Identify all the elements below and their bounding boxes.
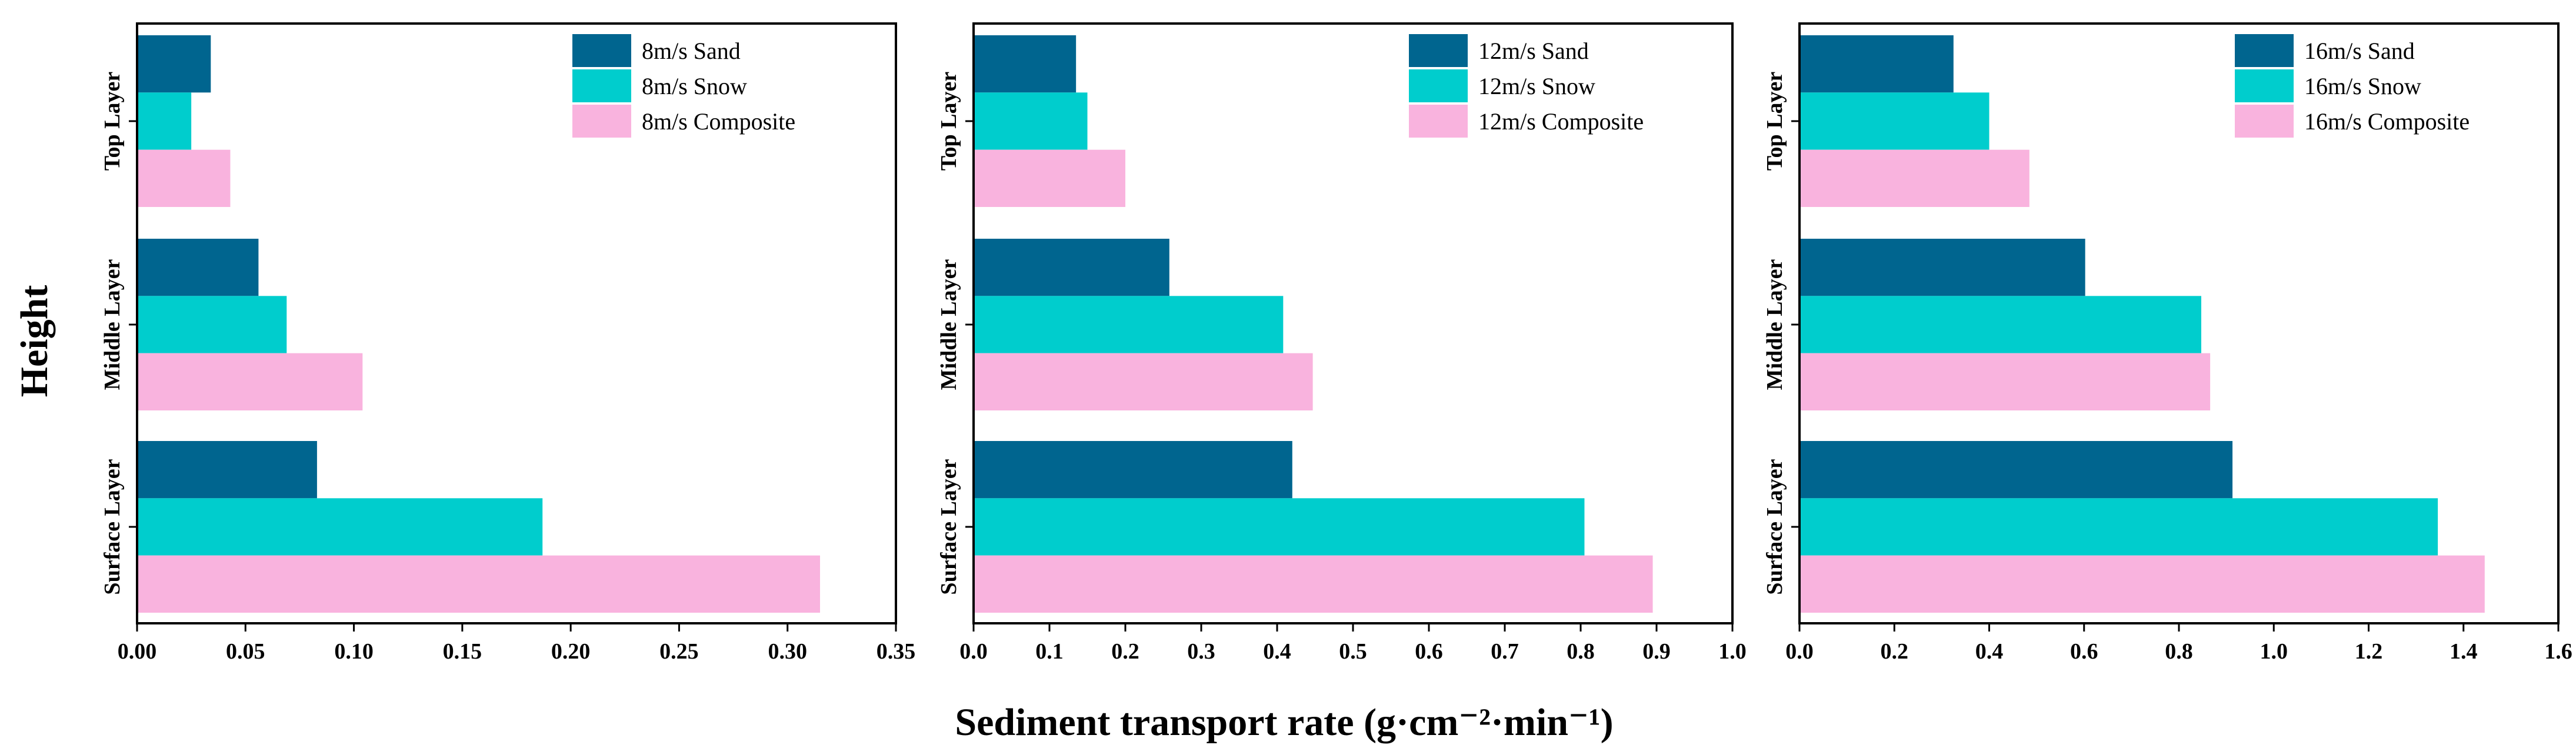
chart-panel-1: 0.00 0.05 0.10 0.15 0.20 0.25 0.30 0.35 Top Laye…	[100, 22, 916, 664]
legend-swatch-snow	[572, 69, 631, 102]
x-tick-label: 0.6	[1415, 639, 1443, 664]
x-tick-label: 0.1	[1035, 639, 1064, 664]
legend: 16m/s Sand 16m/s Snow 16m/s Composite	[2235, 34, 2470, 138]
category-label: Top Layer	[100, 72, 125, 171]
x-tick-label: 0.2	[1881, 639, 1909, 664]
legend-swatch-snow	[2235, 69, 2294, 102]
bar-sand-1	[974, 239, 1169, 296]
legend-swatch-sand	[2235, 34, 2294, 67]
x-tick-label: 0.6	[2070, 639, 2098, 664]
legend-label: 16m/s Composite	[2304, 108, 2470, 135]
legend: 12m/s Sand 12m/s Snow 12m/s Composite	[1409, 34, 1644, 138]
legend-label: 12m/s Composite	[1478, 108, 1644, 135]
bar-composite-1	[974, 353, 1313, 410]
x-tick-label: 0.2	[1111, 639, 1139, 664]
category-label: Surface Layer	[937, 459, 961, 594]
x-tick-label: 0.10	[334, 639, 374, 664]
x-tick-label: 0.30	[768, 639, 807, 664]
bar-composite-2	[1799, 555, 2485, 613]
x-axis-title: Sediment transport rate (g·cm⁻²·min⁻¹)	[955, 701, 1613, 744]
bar-snow-0	[1799, 92, 1990, 150]
x-tick-label: 0.35	[877, 639, 916, 664]
legend-swatch-snow	[1409, 69, 1468, 102]
bar-snow-2	[1799, 498, 2438, 556]
bar-snow-1	[974, 296, 1284, 353]
bar-snow-2	[974, 498, 1585, 556]
legend-swatch-sand	[1409, 34, 1468, 67]
x-tick-label: 0.4	[1975, 639, 2004, 664]
x-tick-label: 0.0	[959, 639, 988, 664]
legend-label: 16m/s Sand	[2304, 38, 2415, 64]
category-label: Top Layer	[1762, 72, 1787, 171]
x-tick-label: 0.3	[1187, 639, 1215, 664]
x-tick-label: 0.05	[226, 639, 265, 664]
legend-swatch-sand	[572, 34, 631, 67]
bar-composite-2	[137, 555, 820, 613]
legend-swatch-composite	[1409, 105, 1468, 138]
category-label: Top Layer	[937, 72, 961, 171]
bar-composite-0	[974, 149, 1125, 207]
legend: 8m/s Sand 8m/s Snow 8m/s Composite	[572, 34, 795, 138]
x-tick-label: 0.9	[1642, 639, 1671, 664]
bar-composite-1	[137, 353, 363, 410]
x-tick-label: 1.0	[1718, 639, 1747, 664]
bar-snow-0	[974, 92, 1088, 150]
x-tick-label: 0.00	[118, 639, 157, 664]
bar-composite-1	[1799, 353, 2211, 410]
bar-sand-0	[974, 35, 1077, 93]
bar-snow-1	[1799, 296, 2201, 353]
category-label: Middle Layer	[937, 259, 961, 390]
bar-composite-0	[1799, 149, 2030, 207]
category-label: Surface Layer	[1762, 459, 1787, 594]
chart-panels: 0.00 0.05 0.10 0.15 0.20 0.25 0.30 0.35 Top Laye…	[100, 22, 2572, 664]
legend-swatch-composite	[2235, 105, 2294, 138]
bar-composite-2	[974, 555, 1653, 613]
x-tick-label: 0.5	[1339, 639, 1367, 664]
legend-label: 12m/s Sand	[1478, 38, 1589, 64]
x-tick-label: 0.7	[1491, 639, 1519, 664]
bar-sand-2	[974, 441, 1292, 499]
x-tick-label: 1.6	[2544, 639, 2572, 664]
category-label: Middle Layer	[100, 259, 125, 390]
legend-label: 16m/s Snow	[2304, 73, 2421, 99]
x-tick-label: 0.25	[659, 639, 699, 664]
x-tick-label: 1.4	[2450, 639, 2478, 664]
legend-label: 8m/s Snow	[642, 73, 747, 99]
bar-snow-1	[137, 296, 287, 353]
legend-label: 8m/s Sand	[642, 38, 741, 64]
x-tick-label: 0.8	[1567, 639, 1595, 664]
bar-composite-0	[137, 149, 231, 207]
x-tick-label: 1.2	[2355, 639, 2383, 664]
bar-sand-2	[137, 441, 317, 499]
x-tick-label: 1.0	[2260, 639, 2288, 664]
chart-panel-2: 0.0 0.1 0.2 0.3 0.4 0.5 0.6 0.7 0.8 0.9 1.0 Top Lay…	[937, 22, 1747, 664]
chart-panel-3: 0.0 0.2 0.4 0.6 0.8 1.0 1.2 1.4 1.6 Top Layer Midd…	[1762, 22, 2572, 664]
legend-swatch-composite	[572, 105, 631, 138]
category-label: Surface Layer	[100, 459, 125, 594]
bar-sand-2	[1799, 441, 2233, 499]
x-tick-label: 0.4	[1263, 639, 1291, 664]
y-axis-title: Height	[13, 285, 56, 397]
x-tick-label: 0.8	[2165, 639, 2193, 664]
bar-sand-1	[137, 239, 259, 296]
x-tick-label: 0.0	[1785, 639, 1814, 664]
bar-snow-2	[137, 498, 543, 556]
plot-frame	[136, 22, 897, 624]
x-tick-label: 0.20	[551, 639, 591, 664]
bar-sand-1	[1799, 239, 2085, 296]
legend-label: 12m/s Snow	[1478, 73, 1595, 99]
bar-sand-0	[137, 35, 211, 93]
bar-sand-0	[1799, 35, 1954, 93]
category-label: Middle Layer	[1762, 259, 1787, 390]
bar-snow-0	[137, 92, 192, 150]
legend-label: 8m/s Composite	[642, 108, 795, 135]
x-tick-label: 0.15	[443, 639, 482, 664]
